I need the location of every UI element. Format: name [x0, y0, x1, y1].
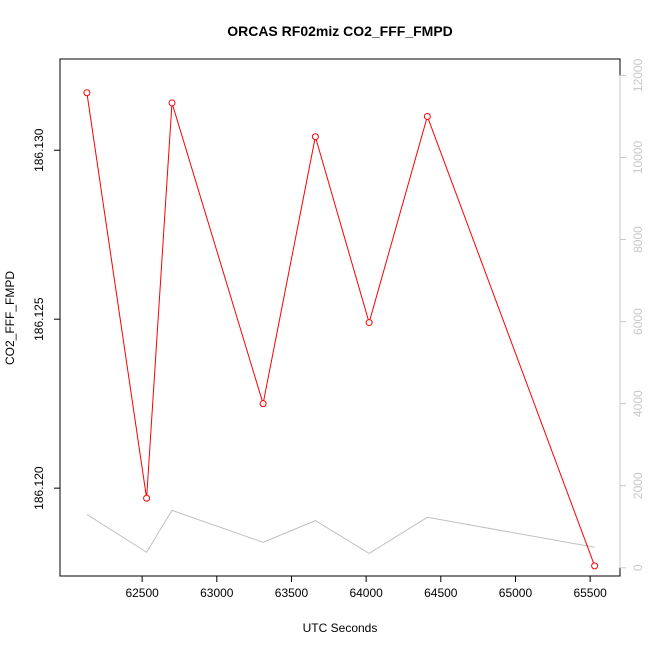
x-tick-label: 63000 — [200, 586, 234, 600]
y-axis-left: 186.120 186.125 186.130 — [32, 128, 60, 510]
series-line — [86, 509, 595, 555]
y2-tick-label: 6000 — [631, 308, 645, 335]
data-point — [259, 400, 267, 408]
y-tick-label: 186.130 — [32, 128, 46, 172]
data-point — [143, 494, 151, 502]
x-tick-label: 62500 — [125, 586, 159, 600]
x-tick-label: 64500 — [424, 586, 458, 600]
x-tick-label: 65500 — [573, 586, 607, 600]
x-tick-label: 64000 — [349, 586, 383, 600]
data-point — [423, 112, 431, 120]
y-axis-right: 0 2000 4000 6000 8000 10000 12000 — [619, 58, 645, 571]
y2-tick-label: 0 — [631, 564, 645, 571]
data-point — [365, 319, 373, 327]
data-point — [83, 89, 91, 97]
series-line — [86, 92, 596, 567]
data-point — [591, 562, 599, 570]
data-point — [311, 133, 319, 141]
y-axis-label: CO2_FFF_FMPD — [3, 271, 17, 365]
x-axis-label: UTC Seconds — [303, 621, 378, 635]
series-layer — [83, 89, 599, 570]
y2-tick-label: 8000 — [631, 226, 645, 253]
y2-tick-label: 4000 — [631, 390, 645, 417]
y2-tick-label: 10000 — [631, 140, 645, 174]
data-point — [168, 99, 176, 107]
x-axis: 62500 63000 63500 64000 64500 65000 65500 — [125, 576, 607, 600]
y-tick-label: 186.125 — [32, 297, 46, 341]
x-tick-label: 63500 — [275, 586, 309, 600]
y-tick-label: 186.120 — [32, 466, 46, 510]
x-tick-label: 65000 — [499, 586, 533, 600]
chart-title: ORCAS RF02miz CO2_FFF_FMPD — [227, 23, 453, 39]
y2-tick-label: 2000 — [631, 472, 645, 499]
y2-tick-label: 12000 — [631, 58, 645, 92]
